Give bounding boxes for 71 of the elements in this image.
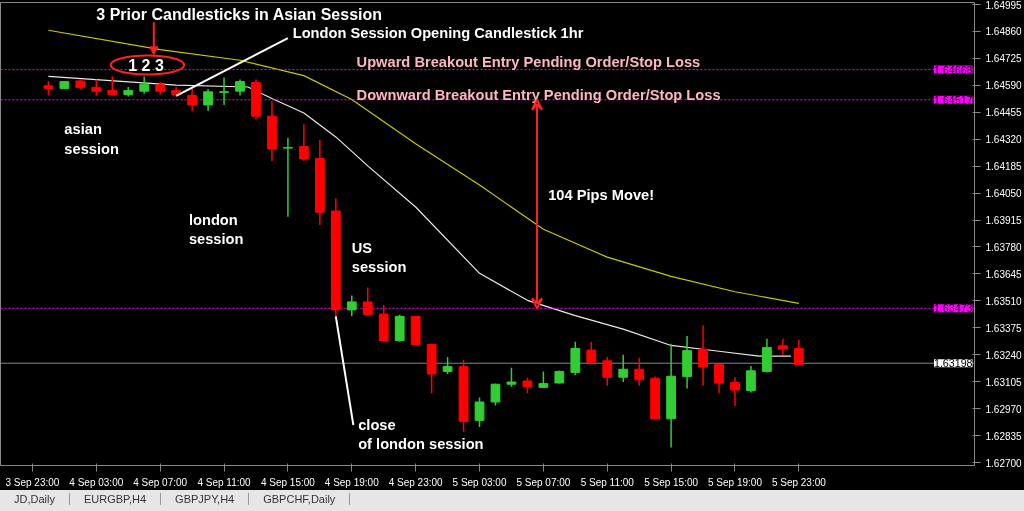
candlestick (762, 337, 772, 374)
x-tick-label: 4 Sep 23:00 (388, 476, 444, 488)
ref-line-label: 1.64668 (933, 63, 973, 76)
candlestick (602, 356, 613, 387)
y-tick-label: 1.62700 (985, 457, 1023, 469)
candlestick (187, 86, 197, 112)
annotation: US session (351, 239, 407, 275)
text: GBPCHF,Daily (249, 493, 351, 505)
x-tick-label: 4 Sep 11:00 (197, 476, 252, 488)
annotation: 1 2 3 (128, 56, 164, 74)
candlestick (283, 136, 293, 218)
text: GBPJPY,H4 (161, 493, 250, 505)
candlestick (618, 354, 629, 383)
annotation: close of london session (358, 417, 484, 453)
y-tick-label: 1.63105 (985, 376, 1023, 388)
y-tick-label: 1.63240 (985, 349, 1023, 361)
annotation: Downward Breakout Entry Pending Order/Stop Loss (356, 86, 721, 103)
candlestick (346, 294, 357, 318)
annotation: London Session Opening Candlestick 1hr (292, 25, 584, 42)
y-tick-label: 1.64185 (985, 161, 1023, 173)
x-tick-label: 4 Sep 07:00 (133, 476, 188, 488)
x-tick-label: 5 Sep 07:00 (516, 476, 571, 488)
candlestick (298, 123, 309, 162)
candlestick (714, 363, 724, 394)
y-tick-label: 1.63375 (985, 322, 1023, 334)
annotation: 104 Pips Move! (548, 186, 655, 203)
y-tick-label: 1.63915 (985, 215, 1023, 227)
y-tick-label: 1.63645 (985, 268, 1023, 280)
candlestick (746, 365, 756, 394)
annotation: Upward Breakout Entry Pending Order/Stop Loss (356, 54, 701, 71)
candlestick (362, 286, 373, 316)
y-tick-label: 1.64995 (985, 0, 1023, 11)
candlestick (506, 366, 517, 388)
candlestick (474, 396, 485, 428)
y-tick-label: 1.64590 (985, 80, 1023, 92)
x-tick-label: 4 Sep 19:00 (324, 476, 380, 488)
annotation: london session (188, 211, 244, 247)
x-tick-label: 5 Sep 15:00 (644, 476, 699, 488)
y-tick-label: 1.64050 (985, 188, 1023, 200)
candlestick (634, 357, 645, 387)
x-tick-label: 5 Sep 11:00 (580, 476, 635, 488)
x-tick-label: 5 Sep 03:00 (452, 476, 507, 488)
candlestick (793, 338, 804, 366)
x-tick-label: 4 Sep 15:00 (260, 476, 316, 488)
text: JD,Daily (0, 493, 70, 505)
annotation: 3 Prior Candlesticks in Asian Session (96, 5, 383, 23)
y-tick-label: 1.64860 (985, 26, 1023, 38)
candlestick (586, 341, 597, 364)
y-tick-label: 1.63780 (985, 241, 1023, 253)
text: EURGBP,H4 (69, 493, 162, 505)
candlestick (698, 324, 708, 387)
y-tick-label: 1.64725 (985, 53, 1023, 65)
candlestick (219, 76, 229, 106)
ref-line-label: 1.63198 (933, 357, 973, 370)
ref-line-label: 1.64517 (933, 93, 973, 106)
y-tick-label: 1.62835 (985, 430, 1023, 442)
x-tick-label: 3 Sep 23:00 (5, 476, 60, 488)
candlestick (730, 376, 740, 407)
y-tick-label: 1.62970 (985, 403, 1023, 415)
x-tick-label: 4 Sep 03:00 (69, 476, 124, 488)
x-tick-label: 5 Sep 19:00 (708, 476, 763, 488)
x-tick-label: 5 Sep 23:00 (771, 476, 827, 488)
candlestick (778, 337, 788, 356)
ref-line-label: 1.63473 (933, 302, 973, 315)
y-tick-label: 1.63510 (985, 295, 1023, 307)
candlestick (203, 88, 213, 112)
y-tick-label: 1.64455 (985, 107, 1023, 119)
candlestick (570, 340, 581, 376)
candlestick (107, 75, 118, 96)
y-tick-label: 1.64320 (985, 134, 1023, 146)
annotation: asian session (64, 121, 119, 157)
